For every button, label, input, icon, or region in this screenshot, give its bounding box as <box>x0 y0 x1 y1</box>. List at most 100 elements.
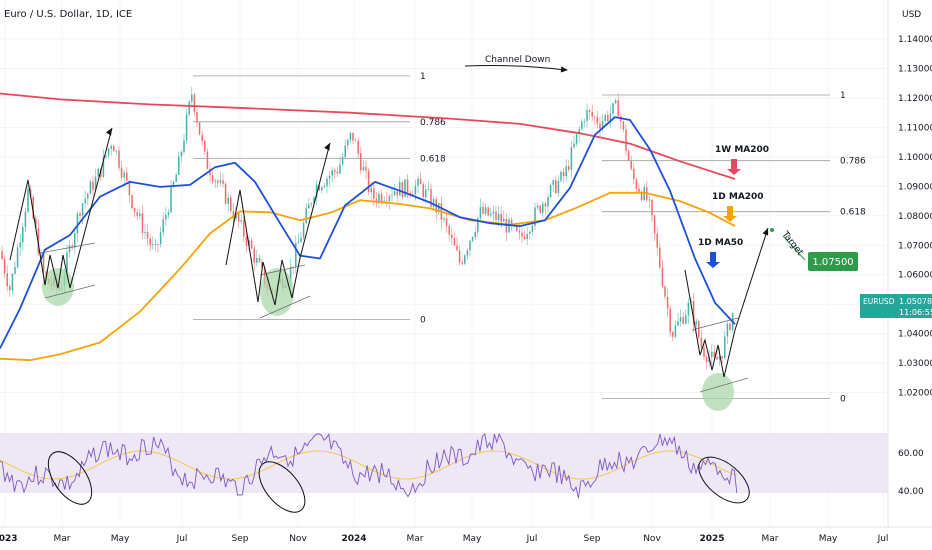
candle-body <box>578 129 580 135</box>
arrow-head <box>762 228 769 236</box>
candle-body <box>640 192 643 201</box>
candle-body <box>118 150 120 168</box>
candle-body <box>308 204 310 209</box>
candle-body <box>703 347 705 358</box>
candle-body <box>664 286 666 297</box>
candle-body <box>341 157 344 165</box>
fib-levels: 1 0.786 0.618 0 1 0.786 0.618 0 <box>193 72 866 404</box>
candle-body <box>89 181 92 194</box>
candle-body <box>638 188 640 193</box>
ma-line <box>0 191 736 362</box>
candle-body <box>24 211 27 228</box>
fib-label: 0.786 <box>840 157 866 167</box>
support-line <box>39 242 96 254</box>
rsi-tick: 40.00 <box>898 487 924 497</box>
candle-body <box>612 103 614 114</box>
candle-body <box>427 189 430 191</box>
candle-body <box>461 262 463 264</box>
candle-body <box>318 184 320 191</box>
candle-body <box>677 321 679 326</box>
candle-body <box>136 212 138 216</box>
pattern-line <box>9 127 113 289</box>
candle-body <box>165 214 167 220</box>
candle-body <box>204 140 206 152</box>
candle-body <box>492 211 495 214</box>
time-tick: Jul <box>526 534 538 544</box>
candle-body <box>586 110 588 121</box>
candle-body <box>253 248 255 263</box>
candle-body <box>6 273 8 287</box>
candle-body <box>508 219 510 233</box>
price-tick: 1.08000 <box>898 212 932 222</box>
candle-body <box>295 243 297 267</box>
candle-body <box>531 225 534 232</box>
candle-body <box>464 255 466 264</box>
d-ma200-label: 1D MA200 <box>712 192 764 202</box>
candle-body <box>315 184 318 198</box>
target-label: Target <box>779 229 805 258</box>
candle-body <box>609 113 612 121</box>
candle-body <box>74 233 76 248</box>
candle-body <box>630 160 632 169</box>
price-tick: 1.13000 <box>898 64 932 74</box>
candle-body <box>9 286 11 291</box>
candle-body <box>482 206 484 214</box>
rsi-line <box>0 432 738 499</box>
candle-body <box>344 145 346 158</box>
candle-body <box>222 180 224 184</box>
candle-body <box>607 115 609 121</box>
candle-body <box>206 151 209 169</box>
candle-body <box>573 143 575 148</box>
bottom-markers <box>9 127 769 411</box>
candle-body <box>188 101 190 115</box>
fib-label: 0.786 <box>420 118 446 128</box>
candle-body <box>570 147 573 170</box>
candle-body <box>302 222 305 238</box>
fib-label: 0 <box>840 394 846 404</box>
candle-body <box>126 172 128 181</box>
candle-body <box>19 242 21 248</box>
candle-body <box>495 211 497 221</box>
fib-label: 1 <box>840 91 846 101</box>
candle-body <box>258 257 261 262</box>
candle-body <box>412 194 414 196</box>
candle-body <box>669 308 671 333</box>
candle-body <box>453 237 456 246</box>
price-tick: 1.07000 <box>898 241 932 251</box>
candle-body <box>193 94 196 112</box>
support-line <box>691 317 739 331</box>
candle-body <box>1 251 3 259</box>
candle-body <box>445 218 448 226</box>
candle-body <box>107 148 110 156</box>
time-tick: May <box>463 534 482 544</box>
candle-body <box>596 117 599 124</box>
candle-body <box>198 122 201 135</box>
candle-body <box>22 227 24 243</box>
candle-body <box>172 181 175 186</box>
candle-body <box>419 178 422 185</box>
candle-body <box>721 356 723 359</box>
candle-body <box>404 179 406 197</box>
candle-body <box>562 171 565 177</box>
candle-body <box>3 258 6 274</box>
candle-body <box>68 245 71 253</box>
d-ma200-arrow <box>723 206 737 222</box>
candle-body <box>115 150 118 152</box>
candle-body <box>396 191 398 196</box>
candle-body <box>185 114 188 141</box>
candle-body <box>529 231 531 234</box>
price-tick: 1.12000 <box>898 94 932 104</box>
candle-body <box>651 199 653 216</box>
time-tick: Nov <box>289 534 307 544</box>
candle-body <box>599 123 601 129</box>
candle-body <box>219 180 222 183</box>
ma-line <box>0 116 736 349</box>
candle-body <box>94 176 97 191</box>
time-tick: Jul <box>176 534 188 544</box>
candle-body <box>627 150 630 161</box>
candle-body <box>399 182 401 196</box>
candle-body <box>146 232 149 239</box>
candle-body <box>682 317 684 324</box>
candle-body <box>406 179 409 193</box>
candle-body <box>256 257 258 263</box>
